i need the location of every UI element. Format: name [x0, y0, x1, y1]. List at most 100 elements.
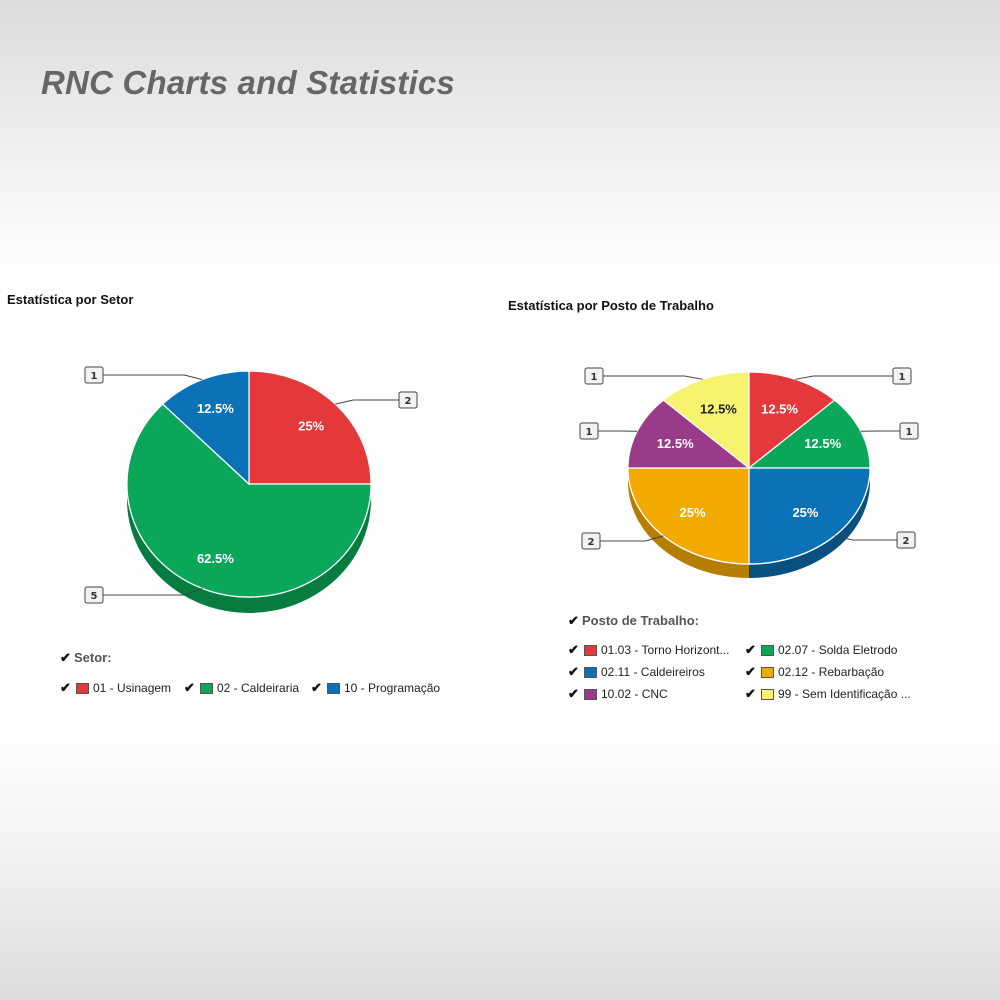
slice-label-10-programacao: 12.5% — [197, 401, 234, 416]
slice-label-02-caldeiraria: 62.5% — [197, 551, 234, 566]
pie-top-group — [126, 370, 372, 598]
legend-swatch — [761, 644, 774, 656]
slice-label-99-sem-identificacao: 12.5% — [700, 401, 737, 416]
page-title: RNC Charts and Statistics — [41, 64, 455, 101]
legend-item-02-11-caldeireiros[interactable]: ✔ 02.11 - Caldeireiros — [568, 664, 705, 680]
callout-box — [581, 532, 601, 550]
callout-10-02-cnc: 1 — [579, 422, 638, 440]
callout-value: 2 — [588, 537, 595, 548]
legend-item-02-07-solda-eletrodo[interactable]: ✔ 02.07 - Solda Eletrodo — [745, 642, 897, 658]
legend-item-01-usinagem[interactable]: ✔ 01 - Usinagem — [60, 680, 171, 696]
pie-slice-99-sem-identificacao — [662, 371, 750, 470]
pie-slice-10-02-cnc — [627, 399, 751, 469]
legend-label: 01 - Usinagem — [93, 681, 172, 695]
pie-top-group — [627, 371, 871, 565]
pie-side-02-11-caldeireiros — [749, 468, 870, 578]
slice-label-02-07-solda-eletrodo: 12.5% — [804, 436, 841, 451]
pie-slice-01-usinagem — [248, 370, 372, 485]
pie-slice-10-programacao — [161, 370, 250, 486]
callout-box — [84, 586, 104, 604]
callout-leader-line — [834, 535, 897, 541]
callout-box — [896, 531, 916, 549]
legend-item-02-caldeiraria[interactable]: ✔ 02 - Caldeiraria — [184, 680, 299, 696]
slice-label-01-03-torno-horizont: 12.5% — [761, 401, 798, 416]
slice-label-01-usinagem: 25% — [298, 418, 324, 433]
chart-title-setor: Estatística por Setor — [7, 292, 134, 307]
callout-box — [398, 391, 418, 409]
callout-box — [584, 367, 604, 385]
callout-value: 1 — [906, 427, 913, 438]
legend-toggle-checkbox[interactable]: ✔ — [568, 613, 579, 628]
callout-leader-line — [103, 374, 203, 381]
legend-checkbox[interactable]: ✔ — [568, 664, 579, 679]
legend-checkbox[interactable]: ✔ — [568, 642, 579, 657]
legend-label: 02.12 - Rebarbação — [778, 665, 885, 679]
pie-side-02-12-rebarbacao — [628, 468, 749, 578]
callout-value: 1 — [586, 427, 593, 438]
legend-checkbox[interactable]: ✔ — [184, 680, 195, 695]
legend-checkbox[interactable]: ✔ — [745, 686, 756, 701]
legend-swatch — [584, 666, 597, 678]
callout-value: 1 — [899, 372, 906, 383]
pie-slice-02-11-caldeireiros — [748, 467, 871, 565]
legend-label: 01.03 - Torno Horizont... — [601, 643, 730, 657]
legend-title-text: Posto de Trabalho: — [582, 613, 700, 628]
callout-box — [899, 422, 919, 440]
legend-swatch — [584, 644, 597, 656]
legend-swatch — [327, 682, 340, 694]
legend-label: 02 - Caldeiraria — [217, 681, 300, 695]
pie-slice-02-caldeiraria — [126, 403, 372, 598]
legend-item-01-03-torno-horizont[interactable]: ✔ 01.03 - Torno Horizont... — [568, 642, 730, 658]
legend-swatch — [584, 688, 597, 700]
slice-label-02-11-caldeireiros: 25% — [792, 505, 818, 520]
callout-02-07-solda-eletrodo: 1 — [860, 422, 919, 440]
legend-label: 02.07 - Solda Eletrodo — [778, 643, 898, 657]
legend-item-10-02-cnc[interactable]: ✔ 10.02 - CNC — [568, 686, 668, 702]
legend-checkbox[interactable]: ✔ — [568, 686, 579, 701]
callout-leader-line — [795, 375, 893, 380]
legend-swatch — [76, 682, 89, 694]
legend-item-10-programacao[interactable]: ✔ 10 - Programação — [311, 680, 440, 696]
callout-02-caldeiraria: 5 — [84, 586, 203, 604]
callout-01-03-torno-horizont: 1 — [795, 367, 912, 385]
legend-checkbox[interactable]: ✔ — [60, 680, 71, 695]
callout-leader-line — [603, 375, 703, 380]
slice-label-02-12-rebarbacao: 25% — [680, 505, 706, 520]
legend-swatch — [761, 666, 774, 678]
callout-99-sem-identificacao: 1 — [584, 367, 703, 385]
legend-label: 10.02 - CNC — [601, 687, 668, 701]
legend-label: 10 - Programação — [344, 681, 441, 695]
callout-leader-line — [335, 399, 399, 405]
callout-02-12-rebarbacao: 2 — [581, 532, 664, 550]
legend-swatch — [761, 688, 774, 700]
pie-slice-02-12-rebarbacao — [627, 467, 750, 565]
legend-item-99-sem-identificacao[interactable]: ✔ 99 - Sem Identificação ... — [745, 686, 911, 702]
callout-value: 2 — [903, 536, 910, 547]
callout-value: 1 — [91, 371, 98, 382]
callout-box — [84, 366, 104, 384]
callout-01-usinagem: 2 — [335, 391, 418, 409]
legend-title-posto[interactable]: ✔ Posto de Trabalho: — [568, 613, 699, 629]
legend-title-text: Setor: — [74, 650, 112, 665]
legend-checkbox[interactable]: ✔ — [745, 664, 756, 679]
legend-checkbox[interactable]: ✔ — [745, 642, 756, 657]
callout-leader-line — [103, 587, 203, 596]
callout-02-11-caldeireiros: 2 — [834, 531, 916, 549]
legend-title-setor[interactable]: ✔ Setor: — [60, 650, 112, 666]
callout-value: 2 — [405, 396, 412, 407]
legend-item-02-12-rebarbacao[interactable]: ✔ 02.12 - Rebarbação — [745, 664, 884, 680]
legend-swatch — [200, 682, 213, 694]
callout-box — [579, 422, 599, 440]
chart-title-posto: Estatística por Posto de Trabalho — [508, 298, 714, 313]
callout-box — [892, 367, 912, 385]
pie-slice-01-03-torno-horizont — [748, 371, 836, 470]
callout-value: 1 — [591, 372, 598, 383]
legend-toggle-checkbox[interactable]: ✔ — [60, 650, 71, 665]
legend-label: 99 - Sem Identificação ... — [778, 687, 911, 701]
legend-label: 02.11 - Caldeireiros — [601, 665, 705, 679]
pie-slice-02-07-solda-eletrodo — [747, 399, 871, 469]
slice-label-10-02-cnc: 12.5% — [657, 436, 694, 451]
legend-checkbox[interactable]: ✔ — [311, 680, 322, 695]
